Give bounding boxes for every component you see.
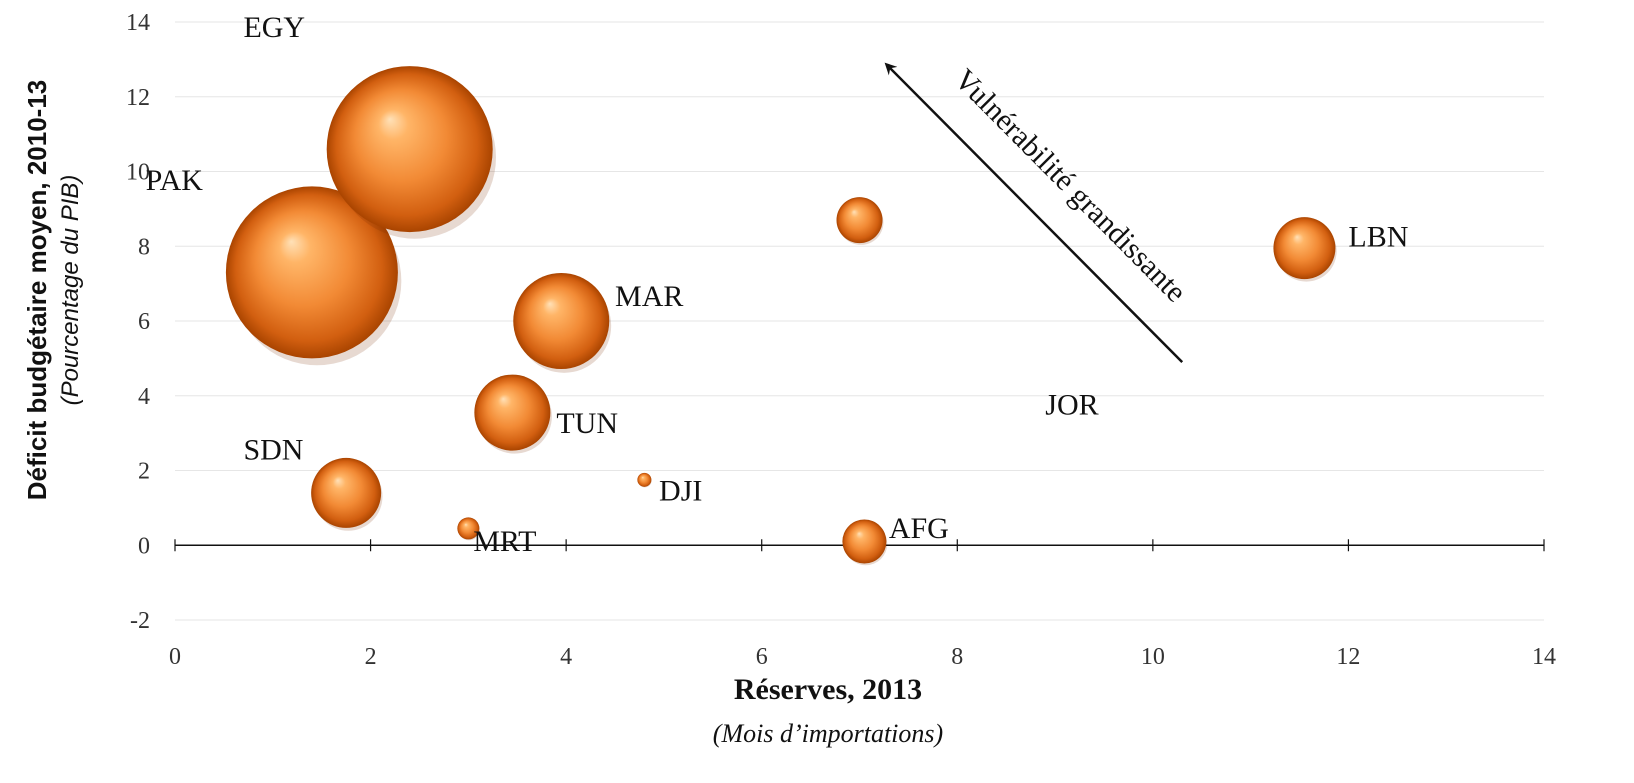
y-tick-label: 6 bbox=[138, 309, 150, 335]
x-axis-subtitle: (Mois d’importations) bbox=[713, 719, 943, 748]
y-tick-label: 12 bbox=[126, 85, 150, 111]
y-tick-label: 14 bbox=[126, 10, 150, 36]
x-tick-label: 6 bbox=[756, 644, 768, 670]
y-tick-label: 2 bbox=[138, 459, 150, 485]
bubble bbox=[836, 197, 883, 244]
x-tick-label: 8 bbox=[951, 644, 963, 670]
y-tick-label: -2 bbox=[130, 608, 150, 634]
bubble-mar bbox=[513, 273, 610, 369]
x-tick-label: 0 bbox=[169, 644, 181, 670]
x-axis-title: Réserves, 2013 bbox=[734, 673, 922, 706]
x-tick-label: 4 bbox=[560, 644, 572, 670]
vulnerability-label: Vulnérabilité grandissante bbox=[948, 63, 1193, 309]
bubble-egy bbox=[326, 66, 493, 233]
point-label-mrt: MRT bbox=[473, 525, 536, 558]
bubble-afg bbox=[842, 519, 887, 564]
point-label-sdn: SDN bbox=[243, 433, 303, 466]
bubble-dji bbox=[637, 472, 652, 487]
point-label-mar: MAR bbox=[615, 280, 683, 313]
point-label-pak: PAK bbox=[146, 164, 204, 197]
bubble-pak bbox=[225, 186, 398, 359]
x-tick-label: 12 bbox=[1336, 644, 1360, 670]
axes: -2 0 2 4 6 8 10 12 14 0 2 4 6 8 10 12 14 bbox=[126, 10, 1556, 670]
point-label-afg: AFG bbox=[889, 512, 949, 545]
y-axis-title: Déficit budgétaire moyen, 2010-13 bbox=[22, 80, 52, 500]
y-axis-subtitle: (Pourcentage du PIB) bbox=[57, 175, 84, 406]
x-tick-label: 2 bbox=[365, 644, 377, 670]
bubble-lbn bbox=[1273, 217, 1336, 280]
bubbles bbox=[225, 66, 1337, 566]
bubble-sdn bbox=[311, 457, 382, 528]
bubble-tun bbox=[474, 374, 551, 451]
x-tick-label: 10 bbox=[1141, 644, 1165, 670]
point-label-egy: EGY bbox=[243, 11, 305, 44]
point-label-tun: TUN bbox=[556, 407, 618, 440]
point-label-dji: DJI bbox=[659, 474, 702, 507]
vulnerability-arrow bbox=[884, 62, 1184, 363]
point-labels: EGY PAK MAR TUN SDN MRT DJI AFG LBN JOR bbox=[146, 11, 1409, 558]
vulnerability-annotation: Vulnérabilité grandissante bbox=[884, 62, 1193, 363]
y-tick-label: 4 bbox=[138, 384, 150, 410]
y-tick-label: 10 bbox=[126, 160, 150, 186]
x-tick-label: 14 bbox=[1532, 644, 1556, 670]
y-tick-label: 0 bbox=[138, 533, 150, 559]
y-tick-label: 8 bbox=[138, 234, 150, 260]
bubble-mrt bbox=[457, 517, 480, 540]
point-label-lbn: LBN bbox=[1348, 220, 1408, 253]
point-label-jor: JOR bbox=[1045, 388, 1098, 421]
